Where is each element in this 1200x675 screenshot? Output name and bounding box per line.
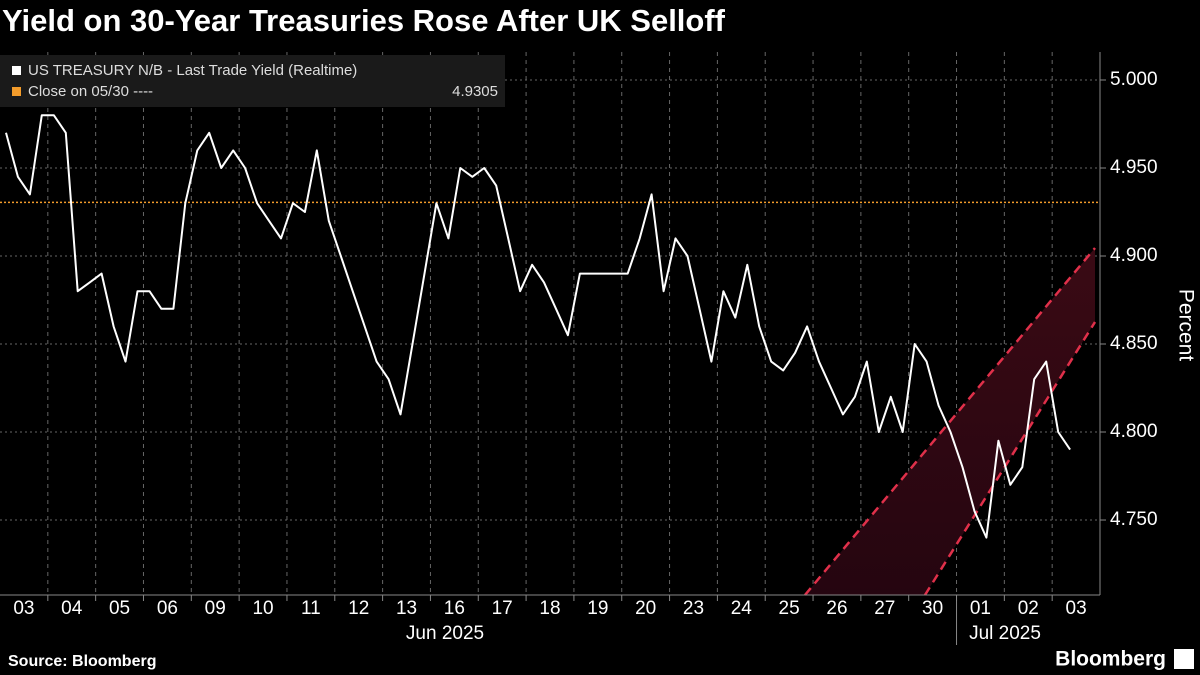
x-tick-label: 23 <box>683 598 704 619</box>
x-tick-label: 03 <box>13 598 34 619</box>
legend-swatch <box>12 87 21 96</box>
month-label: Jul 2025 <box>969 623 1041 644</box>
x-tick-label: 20 <box>635 598 656 619</box>
x-tick-label: 06 <box>157 598 178 619</box>
x-tick-label: 27 <box>874 598 895 619</box>
x-tick-label: 11 <box>301 598 321 619</box>
x-tick-label: 17 <box>492 598 513 619</box>
channel-upper <box>804 247 1096 596</box>
x-tick-label: 26 <box>826 598 847 619</box>
y-tick-label: 4.800 <box>1110 421 1158 442</box>
chart-title: Yield on 30-Year Treasuries Rose After U… <box>2 3 726 38</box>
y-tick-label: 4.750 <box>1110 509 1158 530</box>
x-tick-label: 13 <box>396 598 417 619</box>
x-tick-label: 24 <box>731 598 753 619</box>
brand-icon <box>1174 649 1194 669</box>
x-tick-label: 12 <box>348 598 369 619</box>
channel-lower <box>923 321 1097 596</box>
x-tick-label: 25 <box>779 598 800 619</box>
x-tick-label: 30 <box>922 598 943 619</box>
y-tick-label: 4.900 <box>1110 245 1158 266</box>
x-tick-label: 01 <box>970 598 991 619</box>
x-tick-label: 02 <box>1018 598 1039 619</box>
x-tick-label: 03 <box>1066 598 1087 619</box>
x-tick-label: 18 <box>539 598 560 619</box>
x-tick-label: 19 <box>587 598 608 619</box>
series-line <box>5 114 1071 539</box>
legend-value: 4.9305 <box>452 83 498 100</box>
y-tick-label: 4.950 <box>1110 157 1158 178</box>
x-tick-label: 05 <box>109 598 130 619</box>
y-tick-label: 4.850 <box>1110 333 1158 354</box>
brand: Bloomberg <box>1055 648 1166 671</box>
x-tick-label: 16 <box>444 598 465 619</box>
legend-label: US TREASURY N/B - Last Trade Yield (Real… <box>28 62 357 79</box>
legend-swatch <box>12 66 21 75</box>
x-tick-label: 04 <box>61 598 83 619</box>
source: Source: Bloomberg <box>8 653 156 670</box>
legend-label: Close on 05/30 ---- <box>28 83 153 100</box>
y-axis-label: Percent <box>1174 289 1197 362</box>
month-label: Jun 2025 <box>406 623 484 644</box>
x-tick-label: 10 <box>252 598 273 619</box>
y-tick-label: 5.000 <box>1110 69 1158 90</box>
legend-box <box>0 55 505 107</box>
x-tick-label: 09 <box>205 598 226 619</box>
